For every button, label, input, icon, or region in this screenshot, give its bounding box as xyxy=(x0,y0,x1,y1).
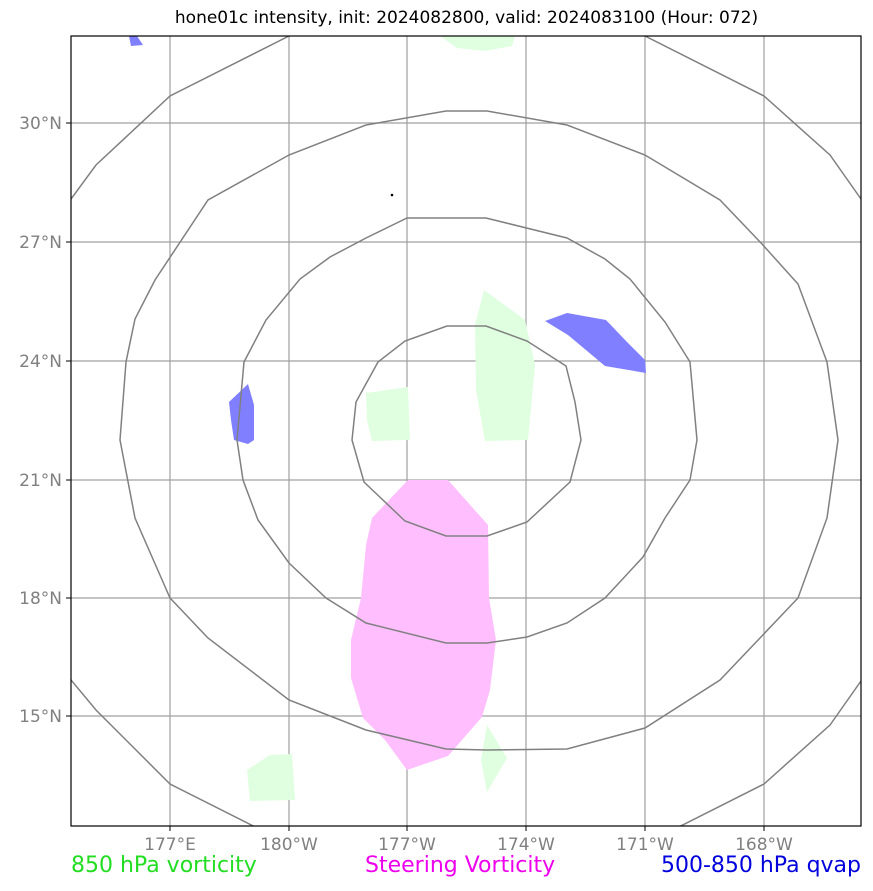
vorticity-850-area xyxy=(440,36,515,51)
range-ring xyxy=(236,217,698,644)
range-ring xyxy=(351,325,582,537)
storm-center-marker xyxy=(390,193,394,197)
map-frame xyxy=(70,35,862,827)
map-title: hone01c intensity, init: 2024082800, val… xyxy=(174,8,759,28)
lon-tick-label: 168°W xyxy=(735,835,793,855)
vorticity-850-area xyxy=(481,725,507,792)
lon-tick-label: 171°W xyxy=(616,835,674,855)
vorticity-850-area xyxy=(366,387,410,441)
lat-tick-label: 18°N xyxy=(19,589,62,609)
qvap-area xyxy=(129,36,143,46)
lon-tick-label: 174°W xyxy=(497,835,555,855)
range-rings xyxy=(71,36,861,826)
lat-tick-label: 21°N xyxy=(19,471,62,491)
qvap-area xyxy=(229,384,254,444)
legend-qvap: 500-850 hPa qvap xyxy=(660,853,861,878)
legend-steering-vorticity: Steering Vorticity xyxy=(365,853,556,878)
lat-tick-label: 15°N xyxy=(19,707,62,727)
lon-tick-label: 177°W xyxy=(378,835,436,855)
lon-axis: 177°E 180°W 177°W 174°W 171°W 168°W xyxy=(144,826,793,855)
lat-tick-label: 30°N xyxy=(19,114,62,134)
lat-tick-label: 24°N xyxy=(19,352,62,372)
lon-tick-label: 177°E xyxy=(144,835,196,855)
lat-axis: 30°N 27°N 24°N 21°N 18°N 15°N xyxy=(19,114,71,727)
lon-tick-label: 180°W xyxy=(260,835,318,855)
legend-vorticity: 850 hPa vorticity xyxy=(71,853,257,878)
range-ring xyxy=(119,110,839,751)
steering-vorticity-area xyxy=(351,480,496,770)
vorticity-850-area xyxy=(247,754,295,801)
qvap-contours xyxy=(129,36,646,444)
qvap-area xyxy=(545,313,646,373)
steering-vorticity-contours xyxy=(351,480,496,770)
lat-tick-label: 27°N xyxy=(19,233,62,253)
